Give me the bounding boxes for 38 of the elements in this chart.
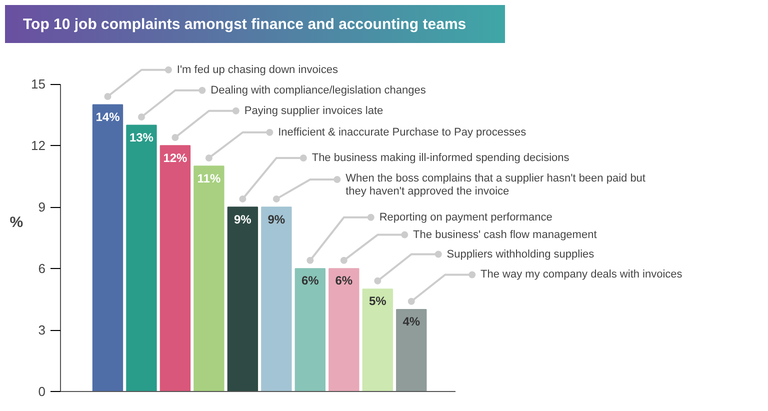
text: I'm fed up chasing down invoices [176,64,338,76]
bar [261,206,292,392]
y-tick-label: 6 [38,261,46,276]
bar [160,145,191,392]
annotation: The business making ill-informed spending decisions [312,152,570,164]
y-tick-label: 9 [38,200,46,215]
bar [227,206,258,392]
data-label: 11% [197,171,221,186]
bar [362,288,393,392]
y-tick-label: 12 [31,138,46,154]
data-label: 9% [268,212,286,226]
bar [92,104,124,392]
data-label: 12% [163,150,188,165]
data-label: 14% [96,110,120,124]
data-label: 4% [402,314,420,329]
annotation: Dealing with compliance/legislation changes [210,84,426,96]
chart-title: Top 10 job complaints amongst finance and accounting teams [23,15,466,35]
data-label: 9% [234,212,252,226]
text: The way my company deals with invoices [480,268,683,281]
bar [328,268,360,392]
annotation: The business' cash flow management [413,228,597,241]
annotation: Inefficient & inaccurate Purchase to Pay processes [278,126,527,138]
bar [126,124,157,392]
annotation: Paying supplier invoices late [244,104,384,117]
data-label: 6% [301,274,320,288]
annotation: When the boss complains that a supplier hasn't been paid but they haven't approved the invoice [346,172,646,198]
y-tick-label: 0 [38,384,46,399]
data-label: 6% [335,274,353,288]
data-label: 5% [368,294,387,308]
y-axis-title: % [10,214,24,231]
bar [294,268,326,392]
y-tick-label: 3 [38,322,46,338]
annotation: Reporting on payment performance [379,211,552,224]
y-tick-label: 15 [31,76,46,92]
data-label: 13% [129,130,154,144]
bar [194,166,224,392]
bar [396,309,427,392]
annotation: Suppliers withholding supplies [446,248,595,260]
